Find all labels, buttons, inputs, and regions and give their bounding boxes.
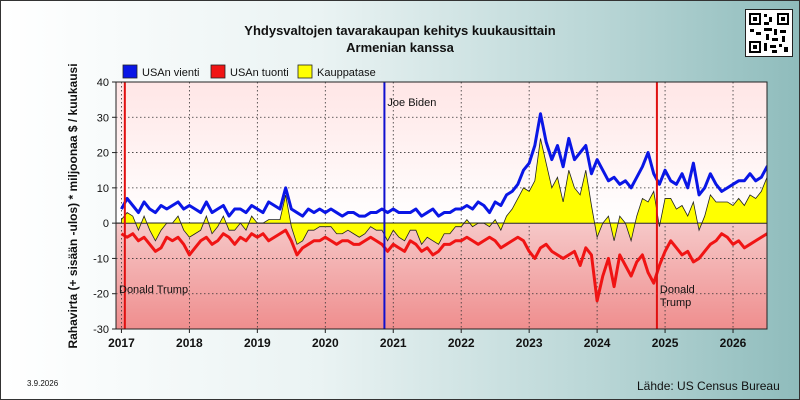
x-tick-label: 2021 [380,336,407,350]
x-ticks: 2017 2018 2019 2020 2021 2022 2023 2024 2025 2026 [108,329,747,350]
annotation-trump-second-line2: Trump [660,297,691,309]
qr-code-icon [745,9,793,57]
legend-label: USAn tuonti [230,67,289,79]
y-tick-label: 0 [103,218,109,230]
x-tick-label: 2020 [312,336,339,350]
plot-area [120,112,767,303]
chart-title-line2: Armenian kanssa [346,40,454,55]
x-tick-label: 2022 [448,336,475,350]
plot-border [115,81,768,330]
series-line-usan-vienti [120,112,767,218]
y-tick-label: 20 [97,148,109,160]
legend-swatch [210,64,226,79]
legend-swatch [122,64,138,79]
legend-swatch [297,64,313,79]
annotation-trump-second: Donald [660,284,695,296]
annotation-biden: Joe Biden [387,97,436,109]
y-tick-label: -10 [93,253,109,265]
series-line-usan-tuonti [120,228,767,303]
y-tick-label: 40 [97,77,109,89]
x-tick-label: 2018 [176,336,203,350]
date-stamp: 3.9.2026 [27,379,59,388]
y-ticks: -30 -20 -10 0 10 20 30 40 [93,77,116,336]
series-area-kauppatase [121,138,767,246]
y-tick-label: 10 [97,183,109,195]
x-tick-label: 2023 [516,336,543,350]
y-tick-label: -30 [93,324,109,336]
y-tick-label: -20 [93,289,109,301]
x-tick-label: 2025 [652,336,679,350]
y-tick-label: 30 [97,112,109,124]
plot-background-negative [116,223,767,329]
legend: USAn vienti USAn tuonti Kauppatase [122,64,376,79]
chart-title-line1: Yhdysvaltojen tavarakaupan kehitys kuuka… [244,23,556,38]
legend-label: USAn vienti [142,67,199,79]
x-tick-label: 2024 [584,336,611,350]
x-tick-label: 2017 [108,336,135,350]
legend-label: Kauppatase [317,67,376,79]
x-tick-label: 2019 [244,336,271,350]
source-label: Lähde: US Census Bureau [637,379,780,393]
x-tick-label: 2026 [720,336,747,350]
annotation-trump-first: Donald Trump [119,284,188,296]
